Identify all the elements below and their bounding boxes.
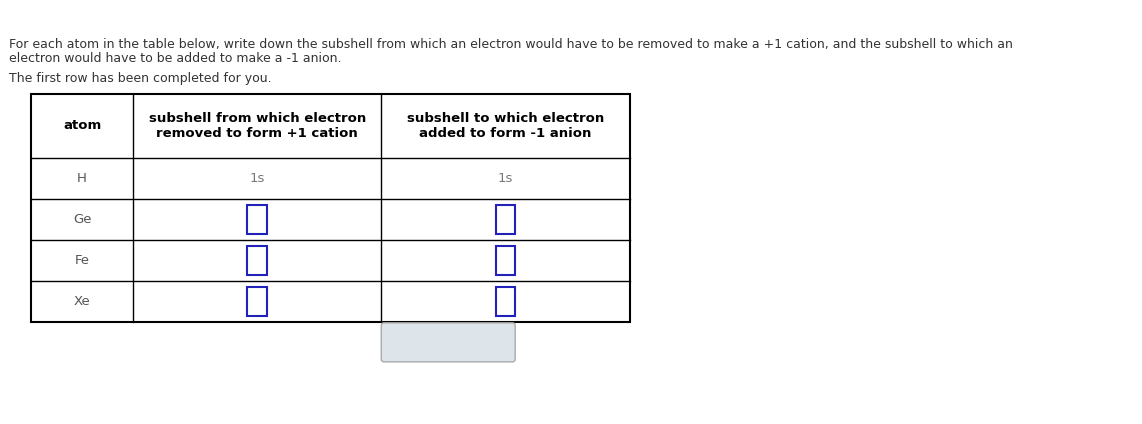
Bar	[31, 94, 629, 322]
Text: The first row has been completed for you.: The first row has been completed for you…	[9, 72, 272, 85]
Text: subshell from which electron
removed to form +1 cation: subshell from which electron removed to …	[148, 112, 365, 140]
Text: Fe: Fe	[74, 254, 89, 267]
Text: H: H	[77, 172, 87, 185]
Bar	[248, 205, 267, 234]
Bar	[496, 205, 515, 234]
Text: electron would have to be added to make a -1 anion.: electron would have to be added to make …	[9, 51, 341, 64]
Text: For each atom in the table below, write down the subshell from which an electron: For each atom in the table below, write …	[9, 38, 1013, 51]
Bar	[496, 246, 515, 275]
Bar	[248, 246, 267, 275]
Text: 1s: 1s	[498, 172, 513, 185]
Text: atom: atom	[63, 120, 102, 132]
FancyBboxPatch shape	[381, 323, 515, 362]
Bar	[496, 287, 515, 315]
Text: ×: ×	[419, 333, 434, 351]
Text: ↺: ↺	[466, 333, 482, 351]
Text: subshell to which electron
added to form -1 anion: subshell to which electron added to form…	[407, 112, 604, 140]
Bar	[248, 287, 267, 315]
Text: Xe: Xe	[73, 295, 90, 308]
Text: 1s: 1s	[249, 172, 265, 185]
Text: Ge: Ge	[73, 213, 91, 226]
